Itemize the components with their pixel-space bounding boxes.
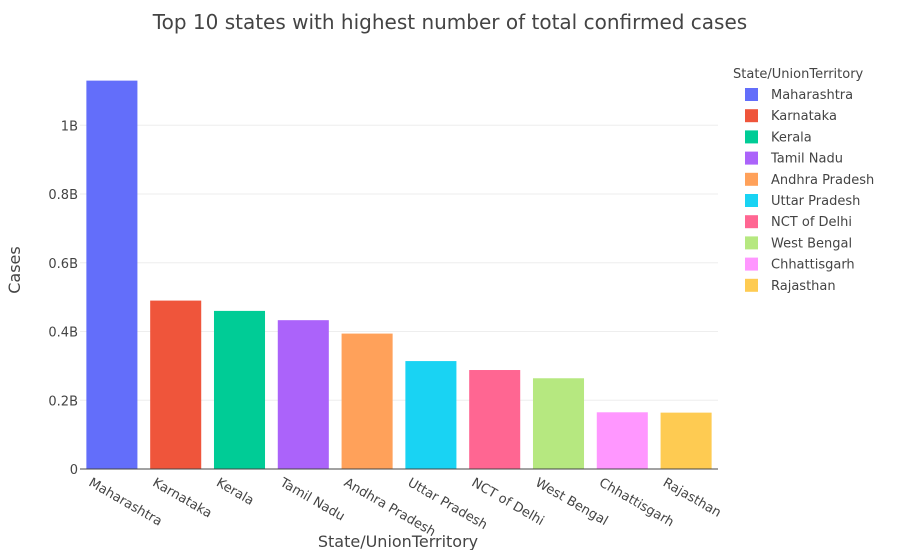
legend-swatch: [745, 172, 758, 186]
bar: [277, 320, 329, 469]
bar: [341, 333, 393, 469]
y-tick-label: 0.6B: [48, 257, 78, 272]
legend: State/UnionTerritory Maharashtra Karnatak…: [733, 67, 874, 294]
y-axis-ticks: 0 0.2B 0.4B 0.6B 0.8B 1B: [48, 119, 78, 478]
y-tick-label: 0.2B: [48, 394, 78, 409]
y-tick-label: 0.8B: [48, 188, 78, 203]
bar: [405, 361, 457, 469]
legend-swatch: [745, 151, 758, 165]
y-tick-label: 1B: [61, 119, 78, 134]
bar: [469, 370, 521, 469]
legend-label: Andhra Pradesh: [771, 173, 874, 188]
legend-swatch: [745, 194, 758, 207]
y-axis-title: Cases: [5, 246, 24, 294]
legend-label: Maharashtra: [771, 88, 853, 103]
x-axis-title: State/UnionTerritory: [318, 532, 478, 550]
bar: [150, 300, 202, 469]
y-tick-label: 0: [70, 463, 78, 478]
legend-swatch: [745, 236, 758, 250]
y-tick-label: 0.4B: [48, 326, 78, 341]
chart-title: Top 10 states with highest number of tot…: [152, 10, 747, 34]
legend-swatch: [745, 257, 758, 271]
legend-label: Chhattisgarh: [771, 258, 855, 273]
legend-swatch: [745, 88, 758, 101]
x-tick-label: Tamil Nadu: [276, 475, 347, 524]
legend-label: Rajasthan: [771, 279, 836, 294]
legend-swatch: [745, 130, 758, 144]
bar: [596, 412, 648, 469]
legend-swatch: [745, 278, 758, 292]
legend-swatch: [745, 109, 758, 123]
legend-label: Kerala: [771, 130, 812, 145]
legend-label: NCT of Delhi: [771, 215, 852, 230]
bar: [660, 412, 712, 469]
legend-label: West Bengal: [771, 236, 852, 251]
legend-title: State/UnionTerritory: [733, 67, 864, 82]
bar: [213, 310, 266, 469]
bars: [86, 80, 712, 469]
legend-swatch: [745, 215, 758, 229]
legend-label: Uttar Pradesh: [771, 194, 860, 209]
legend-label: Karnataka: [771, 109, 837, 124]
bar: [86, 80, 138, 469]
bar: [532, 378, 585, 469]
legend-label: Tamil Nadu: [770, 152, 843, 167]
x-tick-label: Kerala: [214, 475, 257, 508]
